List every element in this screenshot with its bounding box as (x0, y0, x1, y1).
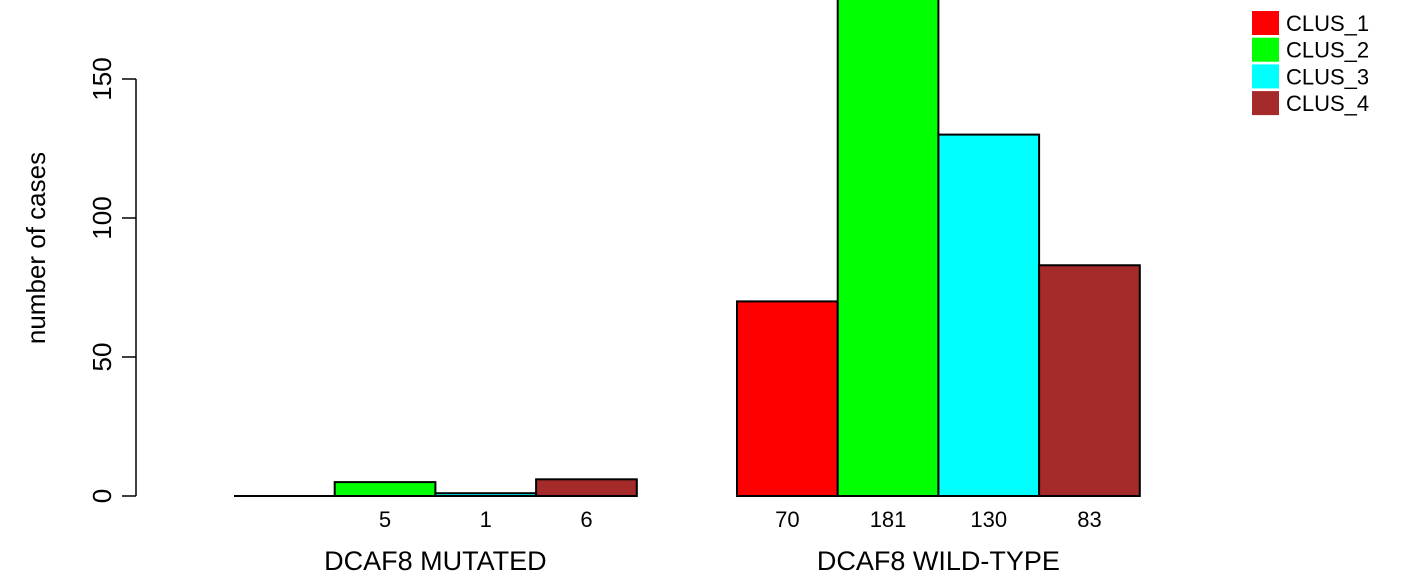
value-labels: 70 5 181 1 130 6 83 (379, 507, 1102, 532)
value-label: 83 (1077, 507, 1101, 532)
group-label: DCAF8 WILD-TYPE (817, 546, 1060, 576)
value-label: 70 (775, 507, 799, 532)
value-label: 181 (870, 507, 907, 532)
legend-swatch (1252, 11, 1279, 35)
y-axis-title: number of cases (21, 152, 51, 344)
bar (836, 0, 940, 497)
legend-swatch (1252, 37, 1279, 62)
bars (234, 0, 1141, 498)
y-tick-label: 150 (87, 57, 117, 100)
bar (535, 478, 638, 498)
group-label: DCAF8 MUTATED (324, 546, 547, 576)
group-labels: DCAF8 MUTATED DCAF8 WILD-TYPE (324, 546, 1060, 576)
y-axis: 0 50 100 150 (87, 57, 137, 503)
legend-swatch (1252, 91, 1279, 116)
bar (736, 300, 839, 497)
y-tick-label: 50 (87, 343, 117, 372)
y-tick-label: 0 (87, 489, 117, 503)
legend-label: CLUS_3 (1286, 64, 1369, 89)
value-label: 5 (379, 507, 391, 532)
bar (1038, 264, 1141, 498)
bar (937, 133, 1041, 497)
bar (333, 481, 437, 498)
legend-label: CLUS_1 (1286, 11, 1369, 36)
legend-label: CLUS_2 (1286, 38, 1369, 63)
value-label: 6 (580, 507, 592, 532)
legend-label: CLUS_4 (1286, 91, 1369, 116)
legend-swatch (1252, 64, 1279, 89)
bar (434, 492, 538, 498)
y-tick-label: 100 (87, 196, 117, 239)
value-label: 130 (970, 507, 1007, 532)
value-label: 1 (480, 507, 492, 532)
